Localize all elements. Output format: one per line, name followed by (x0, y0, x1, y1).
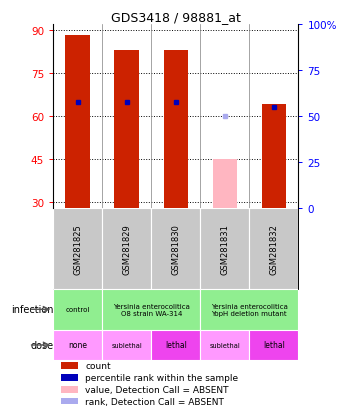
Text: sublethal: sublethal (210, 342, 240, 348)
Bar (200, 330, 249, 360)
Text: GSM281829: GSM281829 (122, 223, 131, 274)
Bar (151, 209, 200, 289)
Bar (213, 160, 237, 209)
Bar (249, 330, 298, 360)
Bar (102, 330, 151, 360)
Bar (151, 330, 200, 360)
Bar (102, 209, 151, 289)
Text: sublethal: sublethal (111, 342, 142, 348)
Bar (102, 289, 200, 330)
Bar (60, 398, 78, 404)
Text: GSM281832: GSM281832 (269, 223, 279, 274)
Bar (164, 51, 188, 209)
Text: lethal: lethal (165, 341, 187, 350)
Bar (60, 386, 78, 393)
Text: GSM281825: GSM281825 (73, 223, 82, 274)
Text: none: none (68, 341, 87, 350)
Text: GSM281830: GSM281830 (171, 223, 180, 274)
Text: control: control (66, 306, 90, 313)
Title: GDS3418 / 98881_at: GDS3418 / 98881_at (111, 11, 241, 24)
Bar (60, 374, 78, 381)
Bar (60, 363, 78, 369)
Bar (66, 36, 90, 209)
Text: value, Detection Call = ABSENT: value, Detection Call = ABSENT (85, 385, 228, 394)
Text: infection: infection (11, 304, 53, 315)
Bar (115, 51, 139, 209)
Text: dose: dose (30, 340, 53, 350)
Text: Yersinia enterocolitica
O8 strain WA-314: Yersinia enterocolitica O8 strain WA-314 (113, 303, 190, 316)
Text: count: count (85, 361, 111, 370)
Bar (53, 289, 102, 330)
Text: GSM281831: GSM281831 (220, 223, 229, 274)
Bar (53, 209, 102, 289)
Bar (262, 105, 286, 209)
Text: percentile rank within the sample: percentile rank within the sample (85, 373, 238, 382)
Bar (200, 209, 249, 289)
Bar (249, 209, 298, 289)
Bar (53, 330, 102, 360)
Bar (200, 289, 298, 330)
Text: lethal: lethal (263, 341, 285, 350)
Text: Yersinia enterocolitica
YopH deletion mutant: Yersinia enterocolitica YopH deletion mu… (211, 303, 288, 316)
Text: rank, Detection Call = ABSENT: rank, Detection Call = ABSENT (85, 396, 224, 406)
